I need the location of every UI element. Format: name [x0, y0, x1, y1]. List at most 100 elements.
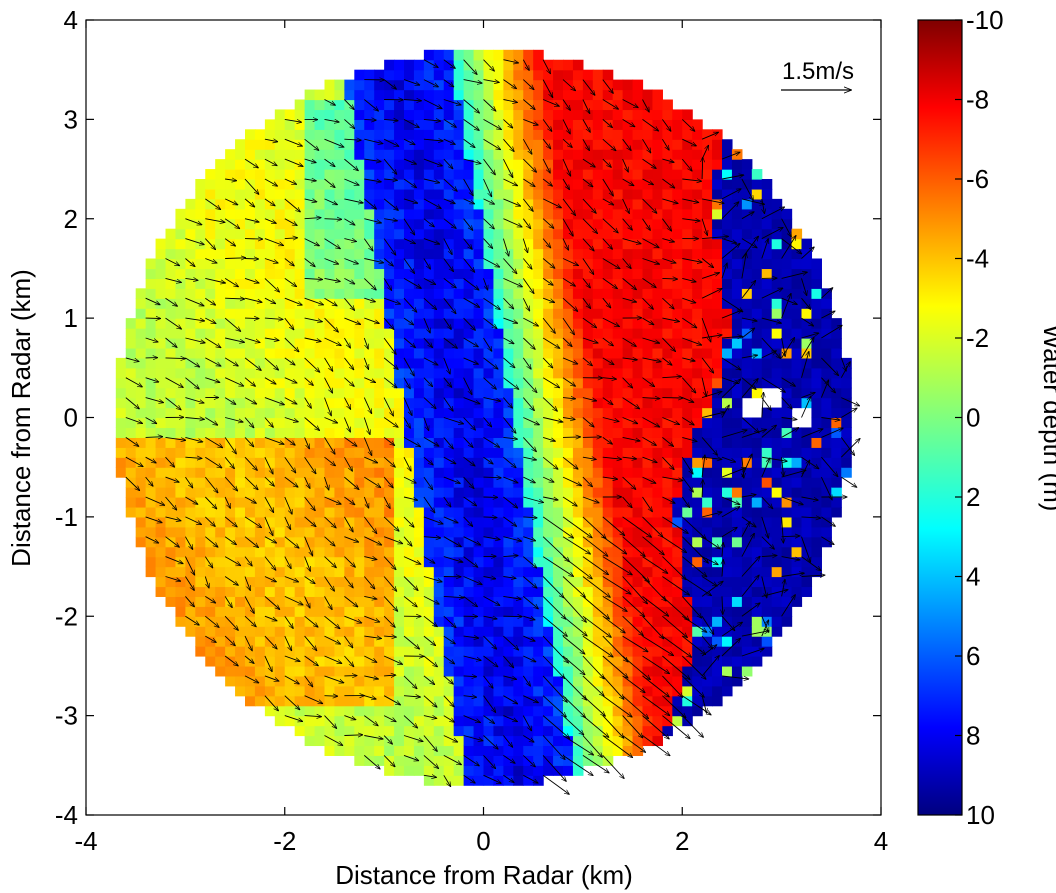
depth-cell	[662, 258, 673, 270]
depth-cell	[483, 725, 495, 737]
depth-cell	[404, 397, 415, 409]
depth-cell	[413, 188, 425, 200]
depth-cell	[423, 129, 435, 140]
depth-cell	[413, 288, 425, 299]
depth-cell	[284, 576, 296, 588]
depth-cell	[761, 556, 773, 568]
depth-cell	[443, 626, 455, 637]
depth-cell	[433, 705, 445, 717]
depth-cell	[672, 656, 683, 667]
depth-cell	[612, 487, 624, 498]
depth-cell	[523, 646, 534, 657]
depth-cell	[523, 516, 534, 528]
depth-cell	[344, 506, 355, 518]
depth-cell	[582, 487, 594, 498]
depth-cell	[672, 675, 683, 687]
depth-cell	[572, 516, 584, 528]
depth-cell	[443, 735, 455, 747]
depth-cell	[394, 636, 405, 647]
depth-cell	[473, 278, 485, 289]
current-vector	[542, 615, 567, 636]
depth-cell	[304, 586, 316, 597]
depth-cell	[344, 536, 355, 548]
depth-cell	[642, 99, 654, 111]
current-vector	[463, 158, 481, 163]
depth-cell	[493, 596, 504, 607]
current-vector	[483, 715, 495, 724]
depth-cell	[781, 357, 793, 369]
depth-cell	[523, 248, 534, 260]
current-vector	[463, 99, 480, 113]
depth-cell	[622, 497, 634, 508]
depth-cell	[433, 69, 445, 81]
depth-cell	[483, 179, 495, 190]
current-vector	[185, 297, 204, 306]
depth-cell	[284, 656, 296, 667]
depth-cell	[205, 606, 216, 617]
depth-cell	[582, 526, 594, 538]
current-vector	[304, 357, 320, 372]
depth-cell	[503, 149, 514, 160]
current-vector	[324, 456, 336, 466]
depth-cell	[662, 367, 673, 379]
depth-cell	[553, 656, 564, 667]
depth-cell	[543, 99, 554, 111]
current-vector	[324, 99, 336, 106]
depth-cell	[404, 745, 415, 756]
depth-cell	[225, 258, 236, 270]
depth-cell	[384, 228, 395, 240]
depth-cell	[443, 745, 455, 756]
current-vector	[344, 556, 355, 568]
depth-cell	[304, 89, 316, 101]
depth-cell	[155, 397, 167, 409]
depth-cell	[632, 636, 644, 647]
depth-cell	[473, 636, 485, 647]
depth-cell	[235, 218, 246, 230]
depth-cell	[692, 417, 703, 429]
depth-cell	[523, 725, 534, 737]
depth-cell	[731, 417, 743, 429]
depth-cell	[125, 437, 137, 448]
depth-cell	[324, 258, 336, 270]
current-vector	[503, 277, 522, 286]
depth-cell	[125, 467, 137, 478]
depth-cell	[493, 109, 504, 120]
depth-cell	[235, 596, 246, 607]
current-vector	[185, 476, 192, 488]
current-vector	[284, 695, 300, 710]
depth-cell	[314, 188, 326, 200]
current-vector	[205, 536, 218, 547]
depth-cell	[761, 377, 773, 389]
depth-cell	[572, 308, 584, 319]
depth-cell	[404, 278, 415, 289]
depth-cell	[404, 208, 415, 220]
current-vector	[324, 696, 338, 697]
current-vector	[224, 417, 243, 423]
depth-cell	[394, 467, 405, 478]
depth-cell	[841, 417, 852, 429]
depth-cell	[433, 357, 445, 369]
depth-cell	[235, 636, 246, 647]
current-vector	[344, 178, 359, 185]
depth-cell	[404, 139, 415, 150]
depth-cell	[473, 169, 485, 180]
depth-cell	[821, 457, 832, 468]
depth-cell	[632, 347, 644, 359]
depth-cell	[254, 377, 266, 389]
depth-cell	[741, 586, 753, 597]
current-vector	[443, 516, 458, 523]
current-vector	[324, 417, 338, 423]
depth-cell	[682, 159, 693, 170]
current-vector	[483, 437, 500, 447]
depth-cell	[284, 616, 296, 627]
depth-cell	[453, 437, 465, 448]
depth-cell	[453, 119, 465, 130]
depth-cell	[115, 377, 127, 389]
depth-cell	[722, 139, 733, 150]
depth-cell	[642, 586, 654, 597]
depth-cell	[662, 487, 673, 498]
depth-cell	[463, 208, 475, 220]
depth-cell	[195, 387, 206, 399]
depth-cell	[314, 377, 326, 389]
current-vector	[364, 218, 381, 223]
